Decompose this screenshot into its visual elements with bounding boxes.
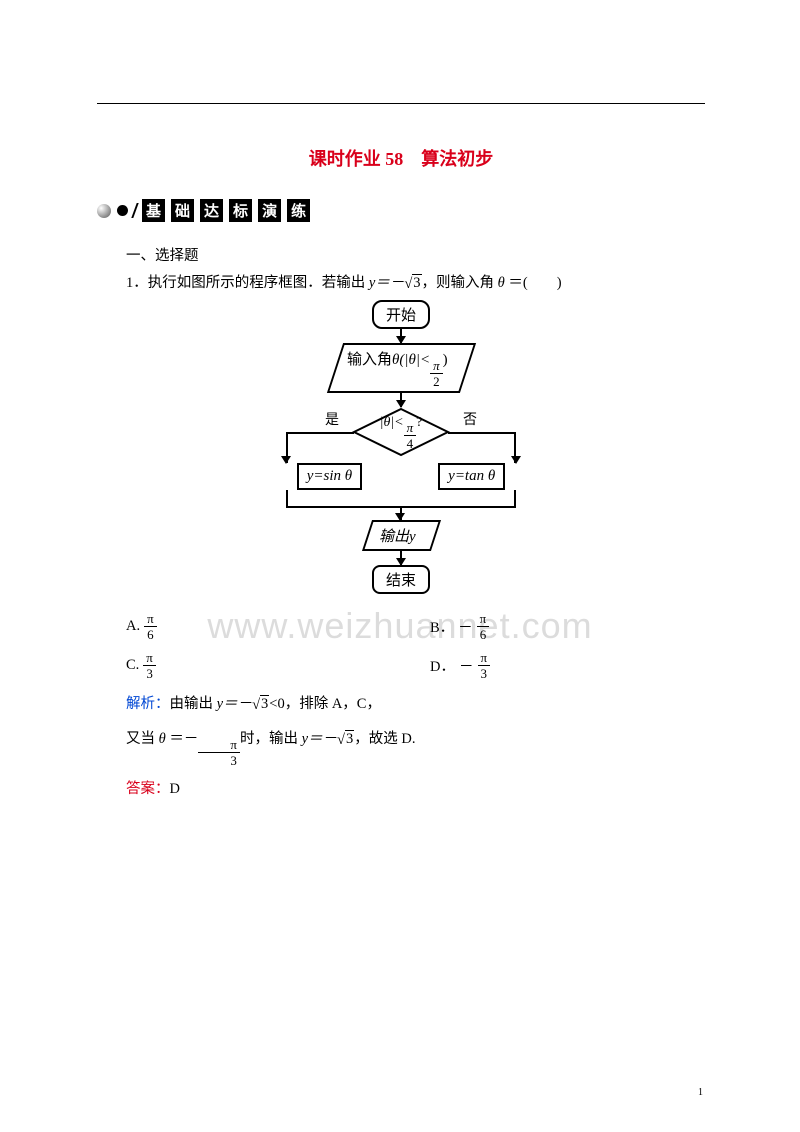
a2a: 又当 xyxy=(126,731,155,747)
fc-arrow xyxy=(400,393,402,407)
fc-decision: |θ|<π4? xyxy=(352,407,450,457)
opt-neg: － xyxy=(459,655,474,676)
opt-den: 3 xyxy=(478,665,491,680)
fc-yes: 是 xyxy=(325,409,339,429)
opt-den: 6 xyxy=(144,626,157,641)
opt-num: π xyxy=(144,612,157,626)
analysis-line2: 又当 θ ＝－π3时，输出 y＝－√3，故选 D. xyxy=(97,727,705,767)
badge-char: 达 xyxy=(200,199,223,222)
bullet-solid xyxy=(117,205,128,216)
question-text: 1．执行如图所示的程序框图．若输出 y＝－√3，则输入角 θ ＝( ) xyxy=(97,271,705,292)
page-title: 课时作业 58 算法初步 xyxy=(97,145,705,171)
bullet-bar xyxy=(131,203,138,218)
a2b: ＝－ xyxy=(169,731,198,747)
a1sqrt: 3 xyxy=(260,695,269,712)
opt-label: C. xyxy=(126,657,139,674)
fc-input-cond: θ(|θ|< xyxy=(392,352,430,368)
a2num: π xyxy=(198,738,240,752)
q-sqrt3: 3 xyxy=(412,274,421,291)
fc-input-prefix: 输入角 xyxy=(347,352,392,368)
badge-char: 标 xyxy=(229,199,252,222)
bullet-gradient xyxy=(97,204,111,218)
opt-den: 3 xyxy=(143,665,156,680)
answer-value: D xyxy=(170,781,180,797)
badge-char: 练 xyxy=(287,199,310,222)
opt-label: B． xyxy=(430,616,454,637)
q-number: 1． xyxy=(126,275,148,291)
q-eq: ＝( ) xyxy=(508,275,561,291)
fc-close: ) xyxy=(442,352,447,368)
option-a: A. π6 xyxy=(126,612,401,641)
badge-char: 演 xyxy=(258,199,281,222)
fc-end: 结束 xyxy=(372,565,430,594)
opt-num: π xyxy=(477,651,490,665)
analysis-line1: 解析：由输出 y＝－√3<0，排除 A，C， xyxy=(97,692,705,713)
a2c: 时，输出 xyxy=(240,731,302,747)
a2d: ，故选 D. xyxy=(354,731,415,747)
opt-label: D． xyxy=(430,655,455,676)
opt-neg: － xyxy=(458,616,473,637)
q-theta: θ xyxy=(498,275,505,291)
fc-line xyxy=(514,490,516,506)
a2sqrt: 3 xyxy=(345,730,354,747)
q-text-a: 执行如图所示的程序框图．若输出 xyxy=(148,275,369,291)
fc-input: 输入角θ(|θ|<π2) xyxy=(327,343,476,393)
fc-output-text: 输出y xyxy=(379,529,416,545)
fc-arrowhead xyxy=(511,456,521,464)
fc-start: 开始 xyxy=(372,300,430,329)
answer-label: 答案： xyxy=(126,781,170,797)
page-number: 1 xyxy=(698,1087,703,1098)
fc-output: 输出y xyxy=(362,520,441,551)
page-content: 课时作业 58 算法初步 基 础 达 标 演 练 一、选择题 1．执行如图所示的… xyxy=(97,95,705,798)
badge-char: 基 xyxy=(142,199,165,222)
fc-2: 2 xyxy=(430,373,443,388)
opt-label: A. xyxy=(126,618,140,635)
fc-arrow xyxy=(400,329,402,343)
a1a: 由输出 xyxy=(170,696,217,712)
a2y: y＝－ xyxy=(302,731,337,747)
a2theta: θ xyxy=(159,731,166,747)
answer-line: 答案：D xyxy=(97,777,705,798)
opt-den: 6 xyxy=(477,626,490,641)
opt-num: π xyxy=(477,612,490,626)
opt-num: π xyxy=(143,651,156,665)
a1b: <0，排除 A，C， xyxy=(269,696,381,712)
fc-arrowhead xyxy=(281,456,291,464)
section-badge: 基 础 达 标 演 练 xyxy=(97,199,705,222)
options: A. π6 C. π3 B． － π6 D． － π3 xyxy=(97,612,705,680)
fc-d-q: ? xyxy=(416,415,422,430)
fc-d-4: 4 xyxy=(404,435,417,450)
fc-line xyxy=(286,432,354,434)
fc-d-cond: |θ|< xyxy=(380,415,404,430)
fc-line xyxy=(448,432,516,434)
analysis-label: 解析： xyxy=(126,696,170,712)
a2den: 3 xyxy=(198,752,240,767)
q-text-b: ，则输入角 xyxy=(422,275,495,291)
fc-pi: π xyxy=(430,359,443,373)
fc-arrow xyxy=(400,551,402,565)
badge-char: 础 xyxy=(171,199,194,222)
option-b: B． － π6 xyxy=(430,612,705,641)
fc-left-box: y=sin θ xyxy=(297,463,362,490)
fc-d-pi: π xyxy=(404,421,417,435)
option-d: D． － π3 xyxy=(430,651,705,680)
q-y: y＝－ xyxy=(369,275,404,291)
a1y: y＝－ xyxy=(217,696,252,712)
fc-right-box: y=tan θ xyxy=(438,463,505,490)
section-heading: 一、选择题 xyxy=(97,244,705,265)
fc-no: 否 xyxy=(463,409,477,429)
fc-line xyxy=(286,490,288,506)
flowchart: 开始 输入角θ(|θ|<π2) |θ|<π4? 是 否 xyxy=(97,300,705,594)
option-c: C. π3 xyxy=(126,651,401,680)
